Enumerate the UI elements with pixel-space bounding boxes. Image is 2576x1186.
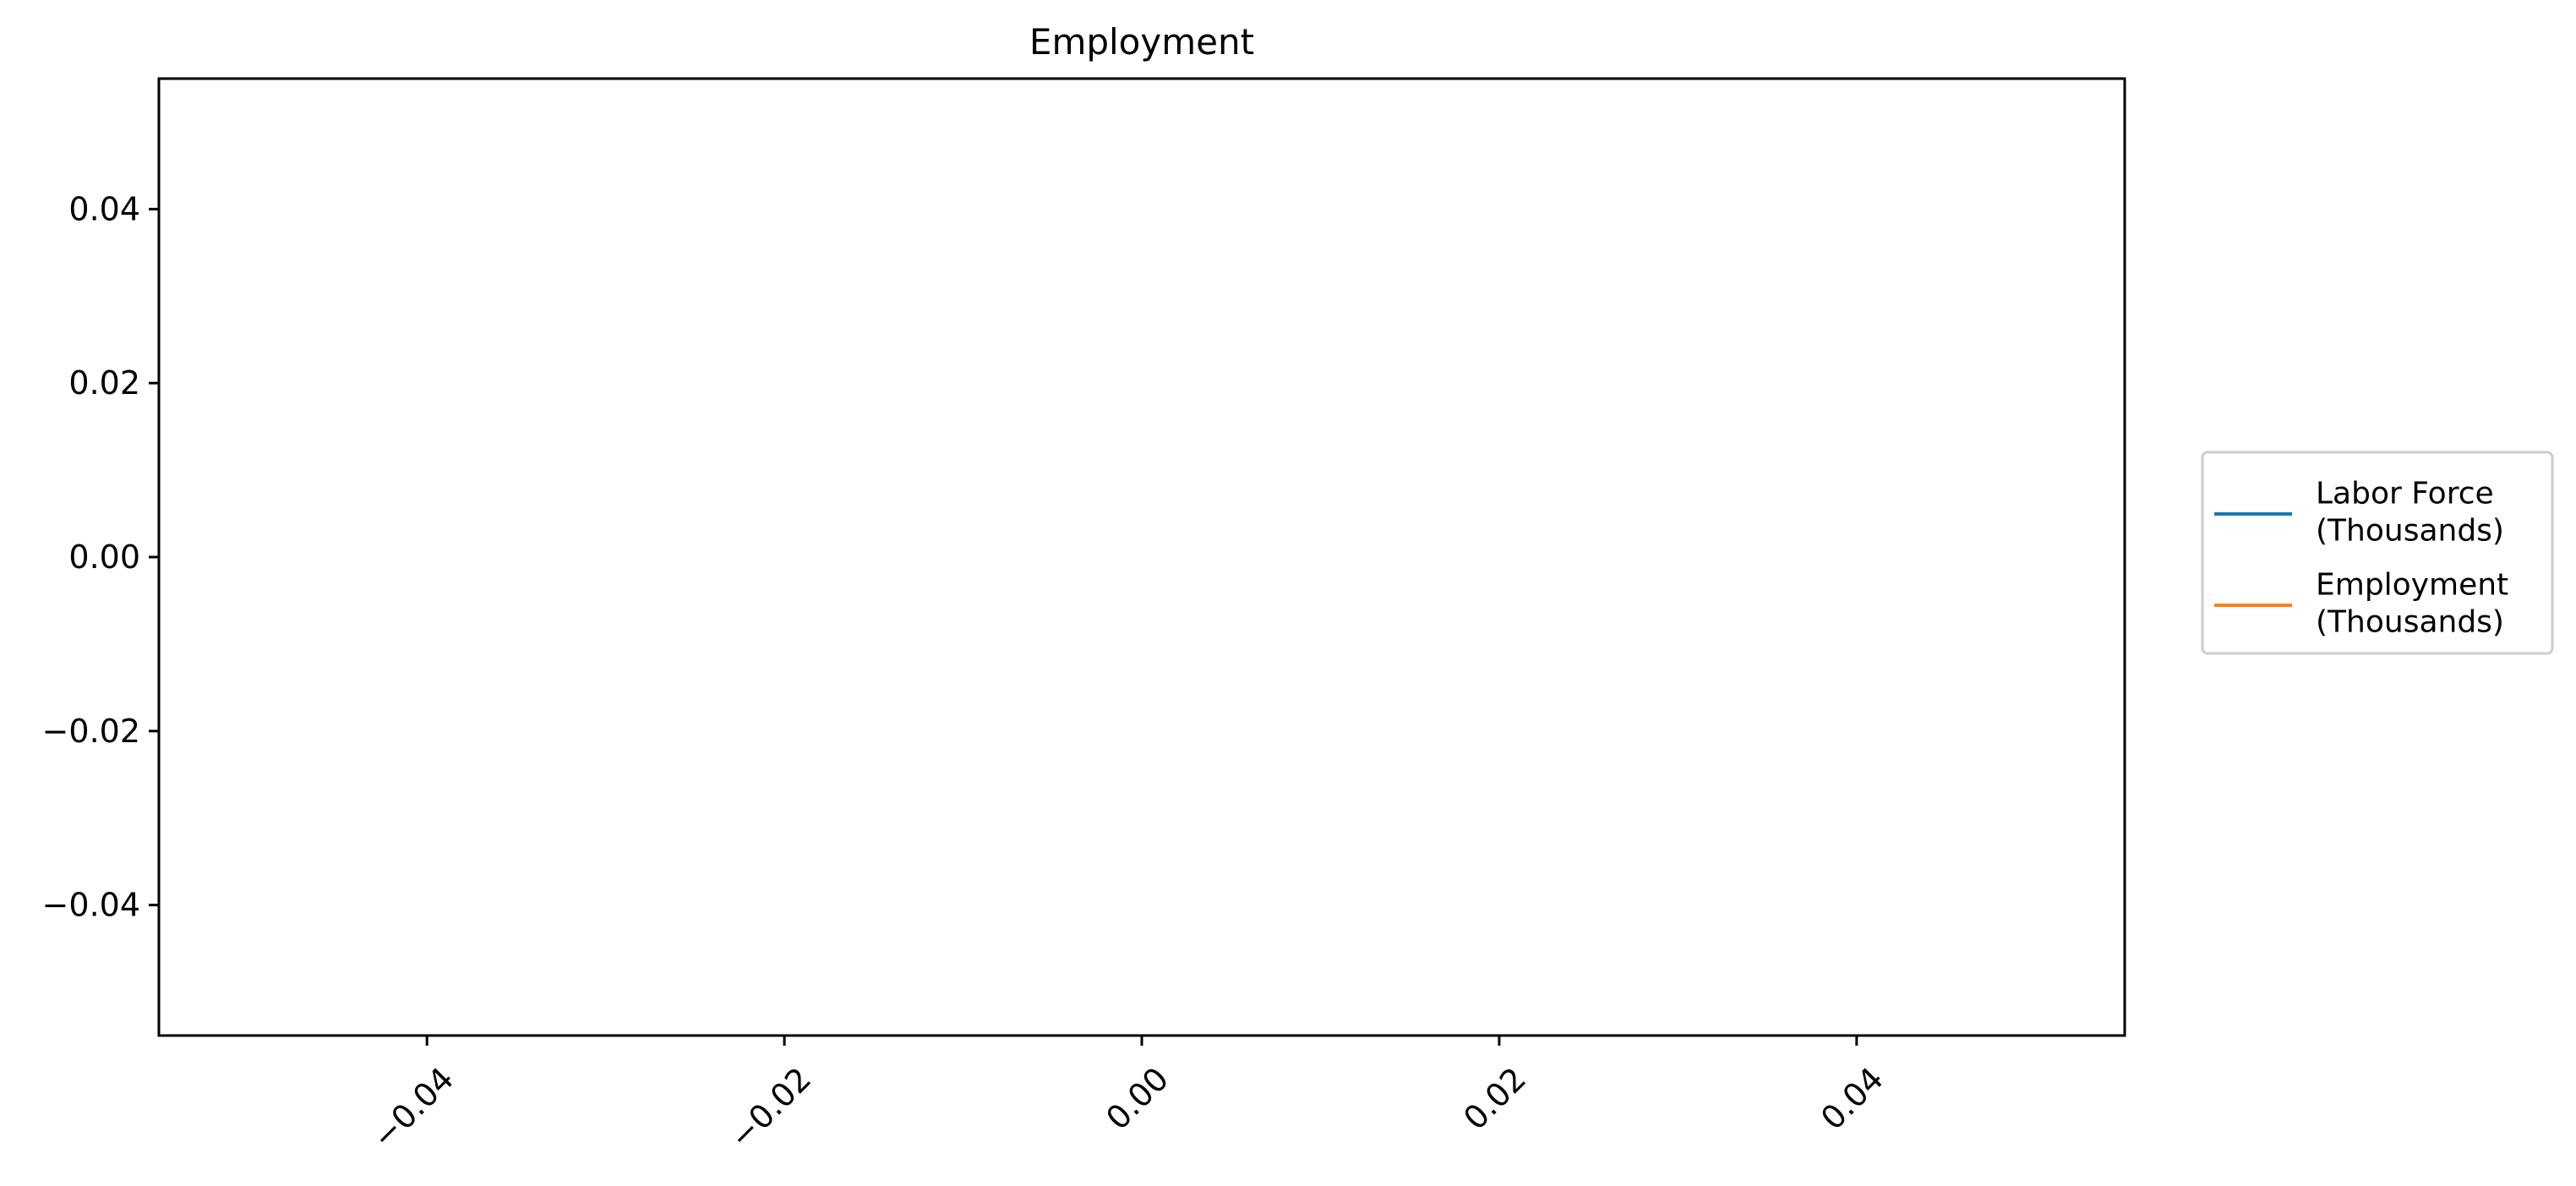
x-axis-ticks: −0.04 −0.02 0.00 0.02 0.04 xyxy=(365,1036,1891,1156)
chart-title: Employment xyxy=(1029,21,1254,63)
legend-label: (Thousands) xyxy=(2316,514,2504,549)
x-tick-label: 0.02 xyxy=(1456,1060,1533,1137)
y-tick-label: −0.04 xyxy=(42,887,140,924)
legend: Labor Force(Thousands)Employment(Thousan… xyxy=(2201,451,2554,655)
y-tick-label: 0.04 xyxy=(68,190,140,227)
y-tick-label: 0.00 xyxy=(68,538,140,576)
legend-label: Labor Force xyxy=(2316,477,2494,511)
x-tick-label: −0.04 xyxy=(365,1060,461,1156)
legend-label: (Thousands) xyxy=(2316,605,2504,640)
y-axis-ticks: 0.04 0.02 0.00 −0.02 −0.04 xyxy=(42,190,159,924)
y-tick-label: 0.02 xyxy=(68,364,140,402)
plot-area-frame xyxy=(157,77,2126,1037)
legend-entries: Labor Force(Thousands)Employment(Thousan… xyxy=(2214,477,2508,640)
legend-box xyxy=(2201,451,2554,655)
x-tick-label: 0.00 xyxy=(1099,1060,1176,1137)
x-tick-label: −0.02 xyxy=(723,1060,818,1156)
legend-label: Employment xyxy=(2316,568,2508,603)
y-tick-label: −0.02 xyxy=(42,713,140,750)
x-tick-label: 0.04 xyxy=(1814,1060,1891,1137)
